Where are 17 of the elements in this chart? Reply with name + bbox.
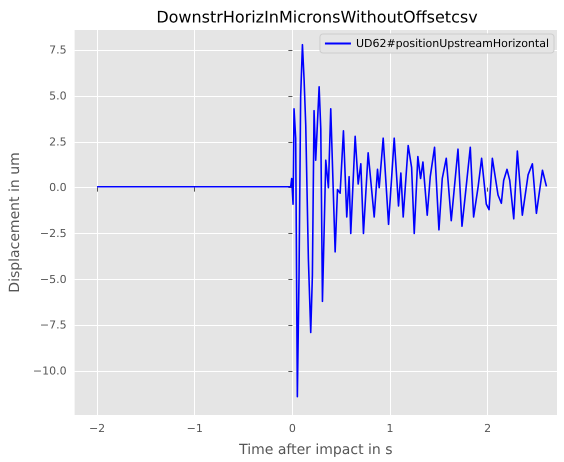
y-tick-label: −2.5 — [40, 227, 67, 240]
x-tick-label: 2 — [484, 422, 492, 435]
x-tick-label: 1 — [386, 422, 394, 435]
y-tick-label: 2.5 — [49, 135, 67, 148]
y-tick-label: 7.5 — [49, 44, 67, 57]
x-tick-label: −1 — [186, 422, 203, 435]
x-axis-title: Time after impact in s — [238, 442, 393, 458]
y-tick-label: 0.0 — [49, 181, 67, 194]
x-tick-label: −2 — [88, 422, 106, 435]
y-tick-label: −5.0 — [40, 272, 67, 286]
x-tick-label: 0 — [288, 422, 296, 435]
y-tick-label: −10.0 — [32, 364, 67, 378]
y-tick-label: −7.5 — [40, 318, 67, 332]
chart-title: DownstrHorizInMicronsWithoutOffsetcsv — [156, 8, 478, 26]
legend-label: UD62#positionUpstreamHorizontal — [356, 37, 550, 50]
y-tick-label: 5.0 — [49, 90, 67, 102]
y-axis-title: Displacement in um — [7, 152, 23, 293]
